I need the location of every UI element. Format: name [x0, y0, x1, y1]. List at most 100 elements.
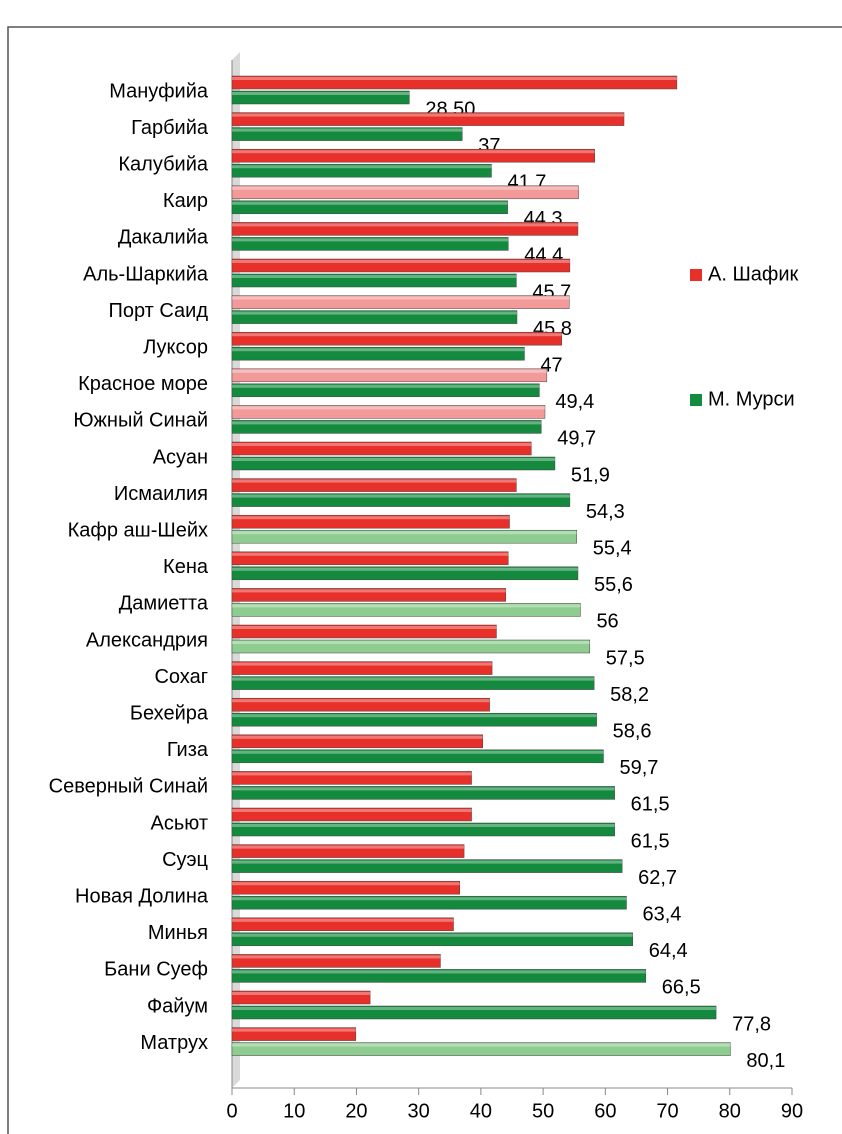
data-label: 62,7	[638, 867, 677, 889]
data-label: 59,7	[619, 757, 658, 779]
y-tick-label: Гарбийа	[131, 117, 209, 139]
bar	[231, 639, 591, 654]
bar-highlight	[232, 443, 532, 446]
bar-highlight	[232, 735, 483, 739]
bar	[231, 969, 647, 983]
bar-highlight	[232, 787, 615, 791]
x-tick-label: 30	[408, 1100, 430, 1122]
bar	[231, 75, 678, 90]
bar	[231, 844, 465, 858]
data-label: 58,6	[613, 720, 652, 742]
data-label: 77,8	[732, 1013, 771, 1035]
bar	[231, 676, 595, 690]
y-tick-label: Сохаг	[154, 666, 208, 688]
bar	[231, 734, 484, 749]
bar-highlight	[232, 406, 545, 410]
x-tick-label: 60	[594, 1100, 616, 1122]
bar-highlight	[232, 150, 595, 154]
bar-highlight	[232, 369, 547, 373]
bar-highlight	[232, 516, 510, 520]
bar	[231, 932, 633, 947]
bar	[231, 786, 615, 800]
bar-highlight	[232, 662, 493, 666]
bar-highlight	[232, 311, 517, 315]
y-tick-label: Асьют	[151, 812, 208, 834]
bar-highlight	[232, 933, 633, 937]
bar	[231, 1027, 357, 1041]
bar-highlight	[232, 860, 623, 864]
bar	[231, 441, 532, 456]
bar-highlight	[232, 77, 677, 80]
bar-highlight	[232, 275, 517, 278]
bar-highlight	[232, 809, 472, 812]
bar	[231, 624, 497, 639]
bar	[231, 112, 625, 126]
y-tick-label: Северный Синай	[49, 776, 208, 798]
data-label: 61,5	[631, 794, 670, 816]
bar-highlight	[232, 992, 371, 995]
data-label: 57,5	[606, 647, 645, 669]
bar	[231, 807, 472, 822]
bar	[231, 514, 510, 529]
bar-highlight	[232, 1007, 717, 1010]
x-tick-label: 10	[283, 1100, 305, 1122]
bar	[231, 954, 441, 968]
y-tick-label: Аль-Шаркийа	[83, 263, 209, 285]
bar-highlight	[232, 772, 472, 776]
bar	[231, 493, 571, 507]
bar	[231, 127, 463, 141]
bar-highlight	[232, 201, 508, 205]
data-label: 63,4	[642, 903, 681, 925]
bar	[231, 368, 548, 383]
bar-highlight	[232, 845, 465, 849]
bar-highlight	[232, 531, 577, 535]
bar	[231, 90, 410, 105]
bar-highlight	[232, 567, 578, 571]
x-tick-label: 80	[719, 1100, 741, 1122]
bar	[231, 551, 509, 566]
bar	[231, 200, 508, 215]
bar-highlight	[232, 479, 517, 483]
x-tick-label: 50	[532, 1100, 554, 1122]
data-label: 56	[596, 611, 618, 633]
bar	[231, 990, 371, 1005]
bar-highlight	[232, 918, 454, 922]
bar-highlight	[232, 1043, 731, 1047]
bar	[231, 405, 546, 419]
data-label: 51,9	[571, 464, 610, 486]
bar	[231, 1042, 731, 1056]
bar	[231, 529, 577, 544]
y-tick-label: Порт Саид	[108, 300, 208, 322]
bar	[231, 697, 490, 712]
bar-highlight	[232, 458, 555, 461]
y-tick-label: Матрух	[140, 1032, 208, 1054]
bar	[231, 222, 579, 236]
bar	[231, 295, 570, 309]
y-tick-label: Южный Синай	[73, 410, 208, 432]
y-tick-label: Луксор	[143, 336, 208, 358]
y-tick-label: Минья	[148, 922, 208, 944]
data-label: 49,7	[557, 428, 596, 450]
bar-highlight	[232, 677, 595, 681]
data-label: 49,4	[555, 391, 594, 413]
bar	[231, 603, 581, 617]
bar	[231, 346, 525, 361]
bar	[231, 917, 454, 932]
x-tick-label: 0	[226, 1100, 237, 1122]
bar-highlight	[232, 882, 460, 886]
bar	[231, 895, 627, 910]
bar-highlight	[232, 824, 615, 827]
bar-highlight	[232, 494, 570, 498]
bar	[231, 712, 597, 727]
legend-label: М. Мурси	[708, 388, 795, 410]
bar	[231, 258, 571, 273]
data-label: 55,4	[593, 537, 632, 559]
bar-highlight	[232, 897, 627, 901]
bar-highlight	[232, 604, 581, 608]
y-tick-label: Александрия	[86, 629, 208, 651]
bar-highlight	[232, 552, 509, 556]
y-tick-label: Дакалийа	[118, 227, 209, 249]
y-tick-label: Гиза	[167, 739, 209, 761]
bar	[231, 310, 518, 324]
bar	[231, 478, 517, 492]
